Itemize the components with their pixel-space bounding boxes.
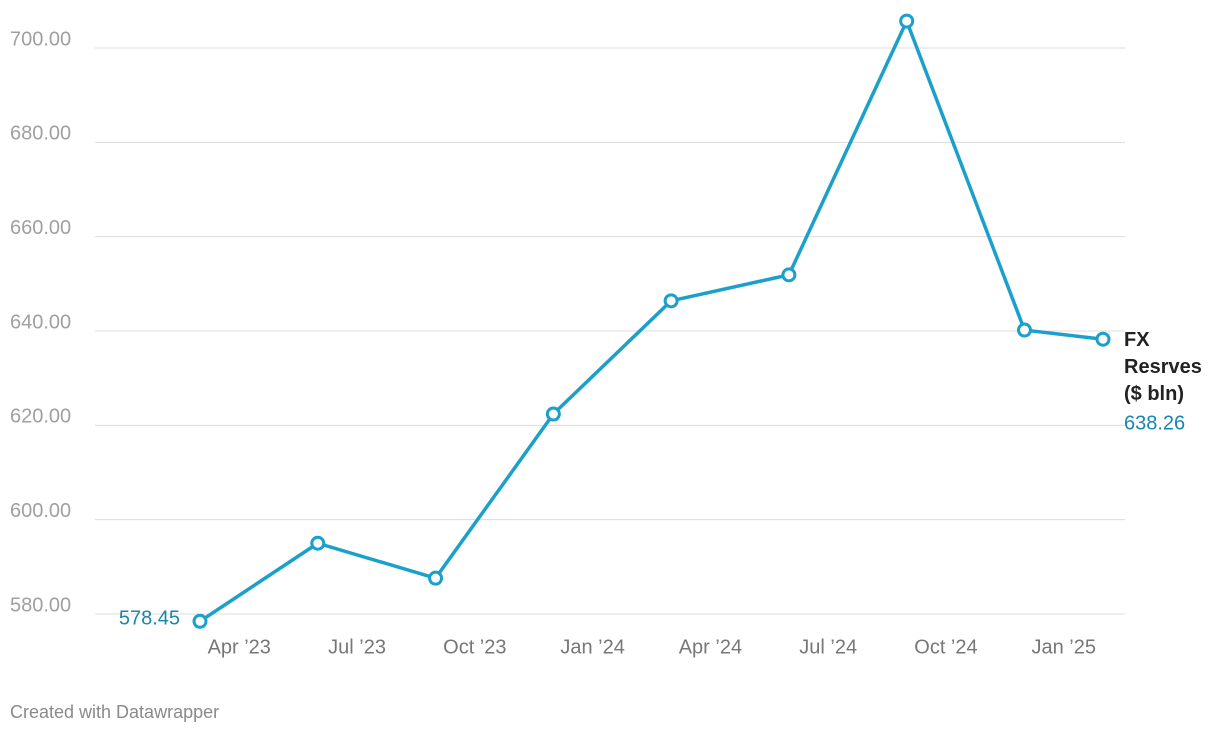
x-tick-label: Jul ’23 — [328, 636, 386, 658]
footer: Created with Datawrapper — [10, 702, 220, 722]
y-tick-label: 620.00 — [10, 406, 71, 428]
x-tick-label: Jan ’25 — [1031, 636, 1096, 658]
marker — [545, 406, 561, 422]
series-label: FX Resrves ($ bln) — [1124, 329, 1202, 405]
marker — [428, 570, 444, 586]
y-tick-label: 680.00 — [10, 123, 71, 145]
data-label: 638.26 — [1124, 412, 1185, 434]
data-label: 578.45 — [119, 608, 180, 630]
y-tick-label: 600.00 — [10, 500, 71, 522]
marker — [192, 613, 208, 629]
marker — [310, 535, 326, 551]
y-tick-label: 640.00 — [10, 311, 71, 333]
x-tick-label: Apr ’24 — [679, 636, 742, 658]
x-tick-label: Oct ’24 — [914, 636, 977, 658]
x-tick-label: Jan ’24 — [560, 636, 625, 658]
marker — [663, 293, 679, 309]
y-tick-label: 700.00 — [10, 28, 71, 50]
line — [199, 19, 1104, 623]
marker — [899, 13, 915, 29]
x-tick-label: Apr ’23 — [208, 636, 271, 658]
x-tick-label: Jul ’24 — [799, 636, 857, 658]
x-tick-label: Oct ’23 — [443, 636, 506, 658]
marker — [781, 267, 797, 283]
marker — [1095, 331, 1111, 347]
marker — [1016, 322, 1032, 338]
y-tick-label: 580.00 — [10, 594, 71, 616]
y-tick-label: 660.00 — [10, 217, 71, 239]
